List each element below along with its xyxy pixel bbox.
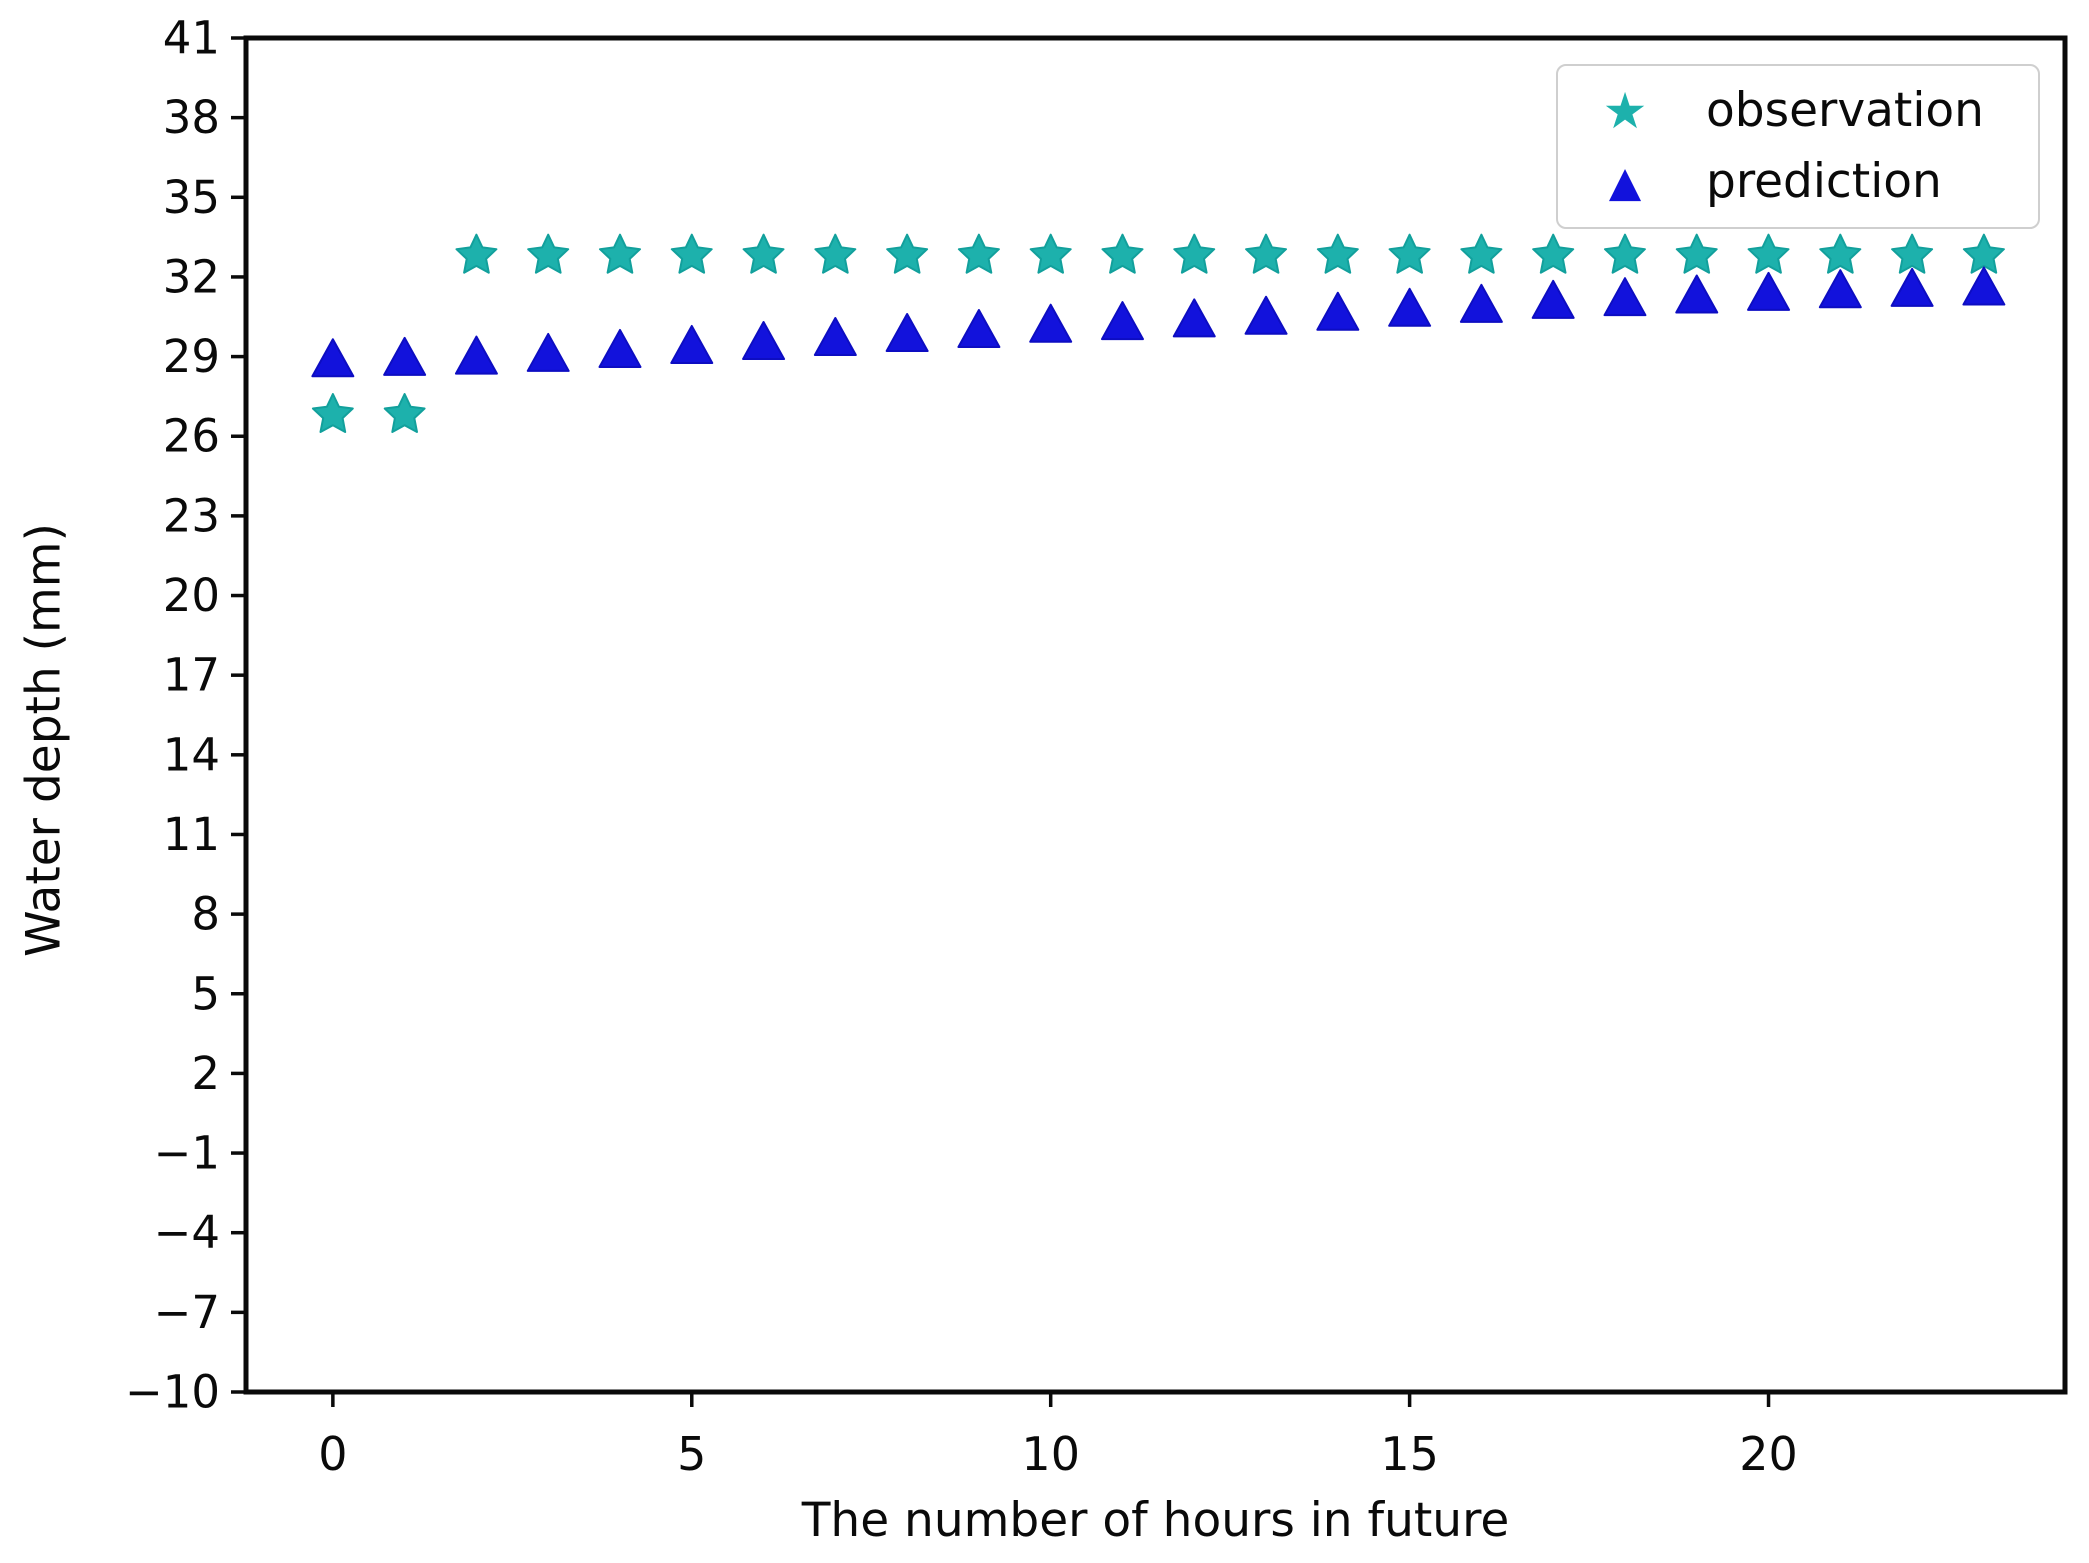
y-tick-label: 29 [163,330,220,383]
prediction-marker [670,324,714,364]
legend-label-observation: observation [1706,82,1984,138]
observation-marker [311,393,354,433]
prediction-marker [1029,303,1073,343]
y-tick-label: −7 [154,1286,220,1339]
prediction-marker [1675,274,1719,314]
observation-marker [599,233,641,274]
observation-marker [886,233,929,274]
observation-marker [1675,233,1718,274]
legend-item-observation: ★ observation [1590,81,2038,140]
legend: ★ observation ▲ prediction [1556,64,2040,229]
y-tick-label: 14 [163,728,220,781]
x-tick-label: 20 [1739,1427,1798,1481]
observation-marker [1316,233,1359,274]
observation-marker [527,233,570,274]
prediction-marker [885,313,929,353]
y-tick-label: 32 [163,250,220,303]
observation-marker [742,233,785,274]
prediction-marker [1100,301,1144,341]
observation-marker [670,233,713,274]
prediction-marker [813,317,857,357]
y-tick-label: −4 [154,1206,220,1259]
prediction-marker [1244,295,1288,335]
prediction-marker [1459,283,1503,323]
y-tick-label: 17 [163,649,220,702]
prediction-marker [742,320,786,360]
prediction-marker [598,328,642,368]
x-tick-label: 0 [318,1427,347,1481]
observation-marker [1029,233,1072,274]
y-tick-label: 26 [163,410,220,463]
observation-marker [1891,233,1934,274]
y-tick-label: 38 [163,91,220,144]
prediction-marker [383,336,427,376]
y-tick-label: 35 [163,171,220,224]
observation-marker [1101,233,1144,274]
legend-label-prediction: prediction [1706,154,1942,210]
observation-marker [1747,233,1790,274]
observation-marker [455,233,498,274]
prediction-marker [1890,267,1934,307]
y-tick-label: 23 [163,489,220,542]
prediction-marker [1747,271,1791,311]
observation-marker [1532,233,1575,274]
prediction-marker [454,335,498,375]
prediction-marker [311,338,355,378]
legend-item-prediction: ▲ prediction [1590,155,2038,209]
y-tick-label: 11 [163,808,220,861]
y-tick-label: 41 [163,12,220,65]
star-icon: ★ [1602,81,1648,140]
prediction-marker [1603,277,1647,317]
prediction-marker [1172,298,1216,338]
prediction-marker [526,332,570,372]
prediction-marker [1531,279,1575,319]
prediction-marker [1316,291,1360,331]
prediction-marker [1388,287,1432,327]
y-tick-label: 5 [191,967,220,1020]
x-axis-label: The number of hours in future [801,1493,1510,1548]
x-tick-label: 5 [677,1427,706,1481]
observation-marker [957,233,1000,274]
x-tick-label: 10 [1021,1427,1080,1481]
observation-marker [1388,233,1431,274]
observation-marker [1245,233,1287,274]
prediction-marker [957,309,1001,349]
x-tick-label: 15 [1380,1427,1439,1481]
observation-marker [1819,233,1862,274]
y-axis-label: Water depth (mm) [16,523,72,957]
y-tick-label: −1 [154,1127,220,1180]
observation-marker [1460,233,1503,274]
observation-marker [1173,233,1216,274]
axes-spines [243,35,2068,1395]
triangle-icon: ▲ [1608,157,1642,207]
observation-marker [383,393,426,433]
observation-marker [1604,233,1646,274]
y-tick-label: −10 [125,1366,220,1419]
y-tick-label: 20 [163,569,220,622]
prediction-marker [1962,266,2006,306]
y-tick-label: 2 [191,1047,220,1100]
observation-marker [1962,233,2005,274]
observation-marker [814,233,857,274]
prediction-marker [1818,269,1862,309]
y-tick-label: 8 [191,888,220,941]
